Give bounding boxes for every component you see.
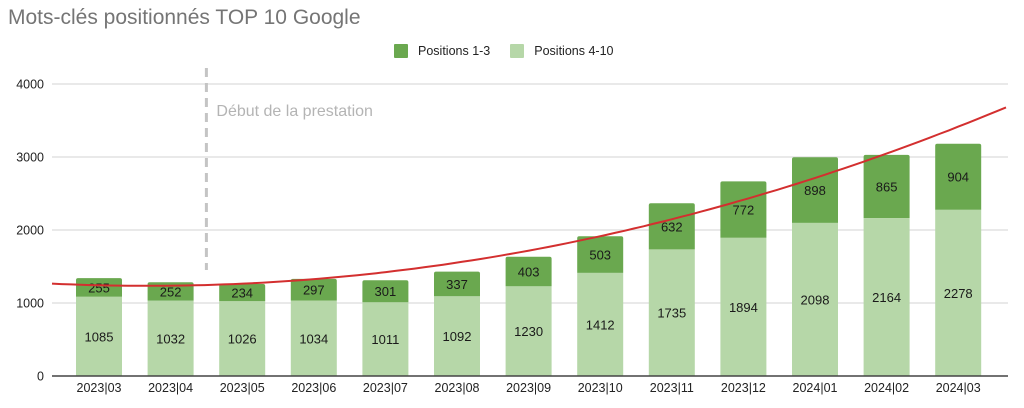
data-label: 865 [876,179,898,194]
legend-swatch-icon [510,44,525,58]
bar-segment-positions-1-3 [863,154,910,219]
bar-segment-positions-4-10 [935,209,982,376]
chart-title: Mots-clés positionnés TOP 10 Google [8,6,361,29]
y-tick-label: 1000 [16,297,44,311]
x-tick-label: 2023|05 [220,381,265,395]
trendline [51,106,1007,287]
data-label: 904 [947,170,969,185]
annotation-label: Début de la prestation [216,103,373,120]
legend-item-positions-4-10[interactable]: Positions 4-10 [510,44,613,58]
bar-segment-positions-1-3 [147,282,194,301]
bar-segment-positions-1-3 [577,236,624,273]
legend-swatch-icon [394,44,408,58]
data-label: 1026 [228,332,257,347]
data-label: 1230 [514,324,543,339]
bar-segment-positions-4-10 [577,272,624,376]
data-label: 1085 [85,329,114,344]
bar-segment-positions-1-3 [219,284,266,302]
data-label: 252 [160,284,182,299]
bar-segment-positions-1-3 [76,278,122,297]
x-tick-label: 2024|02 [864,381,909,395]
bar-segment-positions-4-10 [648,249,695,376]
data-label: 2098 [801,292,830,307]
legend-label: Positions 4-10 [534,44,614,58]
data-label: 234 [231,286,253,301]
data-label: 1092 [443,329,472,344]
data-label: 632 [661,219,683,234]
x-tick-label: 2023|09 [506,381,551,395]
data-label: 898 [804,183,826,198]
bar-segment-positions-4-10 [505,286,552,376]
y-tick-label: 0 [37,370,44,384]
y-tick-label: 4000 [16,78,44,92]
bar-segment-positions-4-10 [76,296,122,376]
bar-segment-positions-1-3 [648,203,695,250]
data-label: 337 [446,277,468,292]
bar-segment-positions-1-3 [290,278,337,301]
legend-label: Positions 1-3 [418,44,491,58]
x-tick-label: 2024|01 [793,381,838,395]
y-tick-label: 3000 [16,151,44,165]
data-label: 772 [733,203,755,218]
data-label: 2164 [872,290,901,305]
data-label: 301 [375,284,397,299]
x-tick-label: 2023|06 [291,381,336,395]
bar-segment-positions-1-3 [505,256,552,287]
data-label: 297 [303,283,325,298]
bar-segment-positions-4-10 [434,296,480,376]
bar-segment-positions-1-3 [434,271,480,297]
data-label: 1034 [299,331,328,346]
x-tick-label: 2024|03 [936,381,981,395]
x-tick-label: 2023|12 [721,381,766,395]
x-tick-label: 2023|07 [363,381,408,395]
x-tick-label: 2023|03 [77,381,122,395]
x-tick-label: 2023|10 [578,381,623,395]
x-tick-label: 2023|11 [650,381,694,395]
bar-segment-positions-4-10 [863,218,910,376]
bar-segment-positions-1-3 [362,280,409,303]
data-label: 1032 [156,331,185,346]
chart-legend: Positions 1-3 Positions 4-10 [394,44,633,58]
data-label: 255 [88,280,110,295]
data-label: 1894 [729,300,758,315]
bar-segment-positions-4-10 [219,301,266,376]
y-tick-label: 2000 [16,224,44,238]
bar-segment-positions-4-10 [792,222,838,376]
bar-segment-positions-4-10 [147,300,194,376]
x-tick-label: 2023|04 [148,381,193,395]
bar-segment-positions-1-3 [935,143,982,210]
data-label: 403 [518,265,540,280]
data-label: 1011 [371,332,399,347]
data-label: 2278 [944,286,973,301]
data-label: 1412 [586,317,615,332]
bar-segment-positions-4-10 [290,300,337,376]
legend-item-positions-1-3[interactable]: Positions 1-3 [394,44,490,58]
x-tick-label: 2023|08 [435,381,480,395]
data-label: 1735 [657,306,686,321]
bar-segment-positions-4-10 [720,237,767,376]
bar-segment-positions-4-10 [362,302,409,376]
data-label: 503 [589,248,611,263]
